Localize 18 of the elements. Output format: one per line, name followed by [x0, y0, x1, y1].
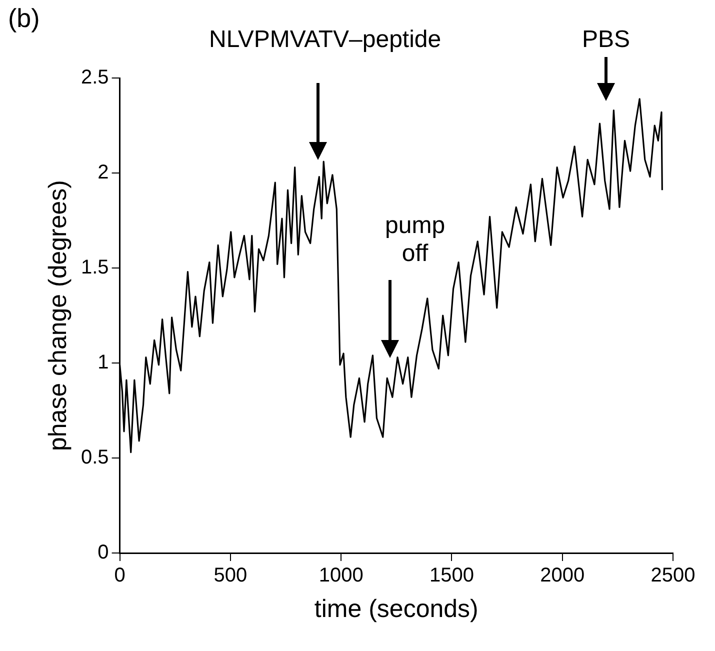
y-tick-label: 1: [98, 352, 109, 374]
y-tick-label: 0.5: [80, 446, 109, 469]
y-tick-label: 2.5: [80, 66, 109, 89]
x-tick-label: 0: [114, 564, 126, 587]
y-axis-title: phase change (degrees): [44, 180, 72, 452]
text: (b): [8, 3, 40, 33]
y-tick-label: 2: [98, 162, 109, 184]
y-tick-label: 1.5: [80, 256, 109, 279]
text: PBS: [582, 26, 630, 54]
text: NLVPMVATV–peptide: [209, 26, 442, 54]
x-tick-label: 2000: [540, 564, 585, 587]
y-tick-label: 0: [98, 542, 109, 564]
annotation: pump off: [385, 212, 446, 268]
x-axis-title: time (seconds): [314, 594, 478, 623]
x-tick-label: 1000: [318, 564, 364, 587]
x-tick-label: 1500: [429, 564, 474, 587]
x-tick-label: 2500: [650, 564, 696, 587]
x-tick-label: 500: [214, 564, 248, 587]
